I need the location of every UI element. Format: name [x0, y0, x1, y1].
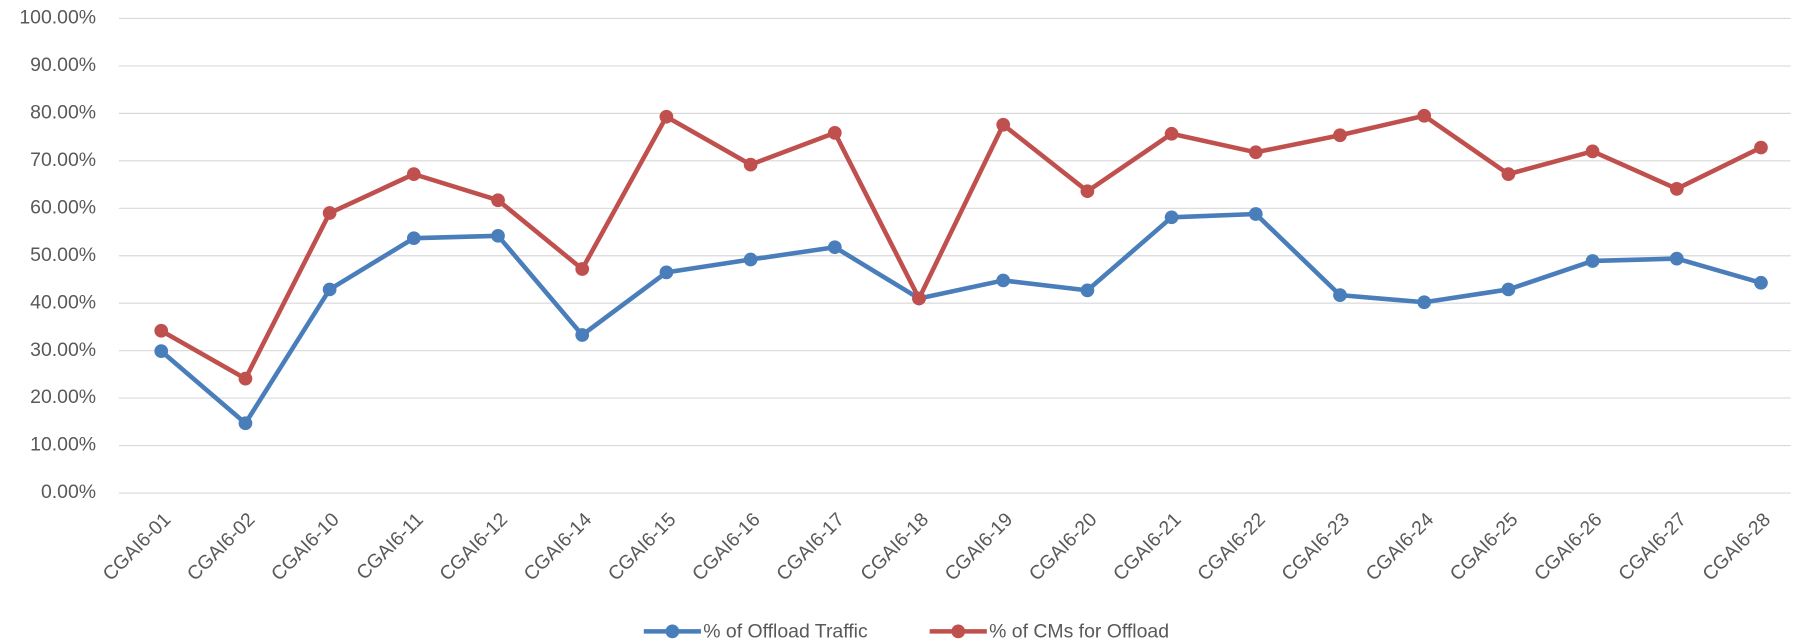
x-tick-label: CGAI6-14 [520, 509, 597, 586]
x-tick-label: CGAI6-15 [604, 509, 681, 586]
y-tick-label: 10.00% [30, 434, 96, 456]
x-tick-label: CGAI6-26 [1530, 509, 1607, 586]
data-point [912, 291, 926, 306]
data-point [1248, 145, 1263, 160]
data-point [1585, 254, 1600, 268]
data-point [996, 117, 1011, 132]
data-point [1417, 108, 1432, 123]
series-line [159, 211, 1762, 426]
legend-marker [665, 624, 680, 639]
y-tick-label: 100.00% [19, 7, 96, 29]
data-point [406, 231, 421, 246]
data-point [154, 323, 169, 338]
data-point [491, 193, 505, 208]
y-tick-label: 70.00% [30, 149, 96, 171]
data-point [1669, 181, 1684, 196]
data-point [322, 206, 337, 220]
x-tick-label: CGAI6-18 [856, 509, 933, 586]
y-tick-label: 40.00% [30, 291, 96, 313]
data-point [1585, 144, 1600, 159]
x-tick-label: CGAI6-02 [183, 509, 260, 586]
data-point [1333, 128, 1347, 143]
y-tick-label: 20.00% [30, 386, 96, 408]
data-point [1754, 140, 1768, 155]
data-point [1669, 251, 1684, 266]
x-tick-label: CGAI6-17 [772, 509, 849, 586]
data-point [659, 109, 674, 124]
y-tick-label: 60.00% [30, 196, 96, 218]
x-tick-label: CGAI6-19 [941, 509, 1018, 586]
x-tick-label: CGAI6-27 [1614, 509, 1691, 586]
x-tick-label: CGAI6-12 [435, 509, 512, 586]
data-point [154, 344, 169, 358]
x-tick-label: CGAI6-20 [1025, 509, 1102, 586]
x-tick-label: CGAI6-28 [1698, 509, 1775, 586]
y-tick-label: 90.00% [30, 54, 96, 76]
x-tick-label: CGAI6-22 [1193, 509, 1270, 586]
y-tick-label: 30.00% [30, 339, 96, 361]
data-point [238, 416, 253, 431]
data-point [743, 157, 758, 172]
x-tick-label: CGAI6-11 [352, 509, 428, 585]
x-tick-label: CGAI6-24 [1362, 509, 1439, 586]
x-tick-label: CGAI6-16 [688, 509, 765, 586]
series-line [160, 113, 1762, 381]
legend-marker [951, 624, 966, 639]
x-tick-label: CGAI6-01 [99, 509, 176, 586]
data-point [827, 240, 842, 255]
data-point [575, 262, 590, 276]
data-point [1164, 126, 1179, 141]
data-point [743, 252, 758, 267]
data-point [1164, 210, 1179, 225]
data-point [406, 167, 421, 181]
data-point [1333, 288, 1347, 302]
data-point [322, 282, 337, 297]
x-tick-label: CGAI6-21 [1109, 509, 1186, 586]
data-point [1501, 282, 1516, 297]
y-tick-label: 80.00% [30, 102, 96, 124]
x-tick-label: CGAI6-10 [267, 509, 344, 586]
data-point [1754, 275, 1768, 290]
data-point [1080, 184, 1095, 199]
data-point [491, 228, 505, 243]
data-point [238, 371, 253, 386]
legend-label: % of Offload Traffic [703, 621, 868, 643]
data-point [1417, 295, 1432, 310]
data-point [659, 265, 674, 280]
y-tick-label: 50.00% [30, 244, 96, 266]
x-tick-label: CGAI6-23 [1277, 509, 1354, 586]
x-tick-label: CGAI6-25 [1446, 509, 1523, 586]
data-point [827, 125, 842, 140]
data-point [996, 273, 1011, 288]
data-point [575, 328, 590, 342]
data-point [1248, 207, 1263, 221]
legend-label: % of CMs for Offload [989, 621, 1169, 643]
data-point [1501, 167, 1516, 181]
data-point [1080, 283, 1095, 298]
y-tick-label: 0.00% [41, 481, 96, 503]
